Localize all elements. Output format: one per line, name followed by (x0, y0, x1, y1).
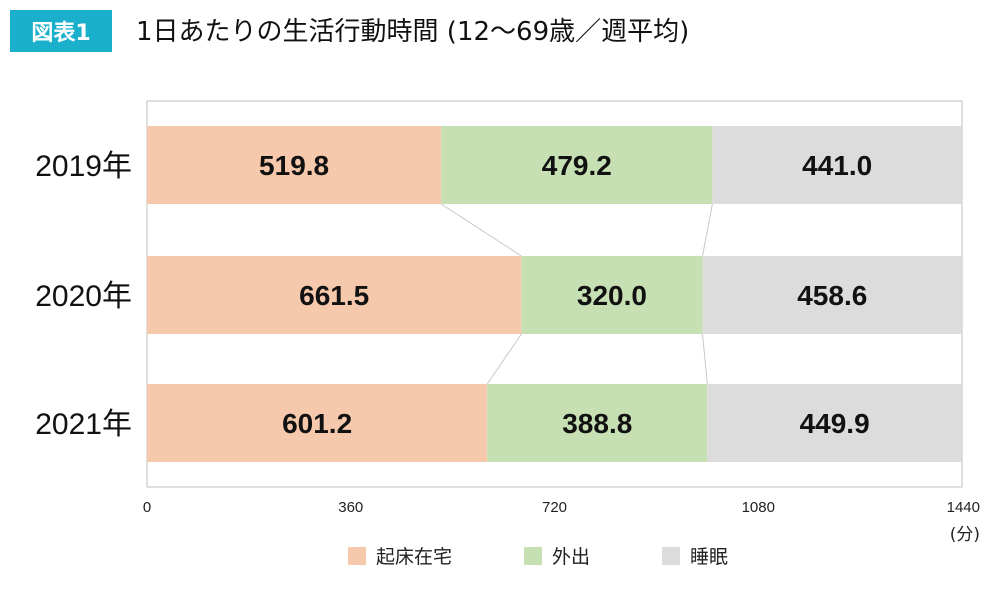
bar-segment-out (487, 384, 708, 462)
connector-line (440, 203, 522, 257)
data-label: 661.5 (299, 280, 369, 311)
bar-segment-home (147, 256, 522, 334)
data-label: 441.0 (802, 150, 872, 181)
category-label: 2019年 (35, 150, 132, 183)
bar-segment-home (147, 384, 488, 462)
legend-swatch-sleep (662, 546, 681, 565)
legend-item-home: 起床在宅 (348, 542, 452, 569)
x-tick-label: 360 (338, 499, 363, 516)
data-label: 519.8 (259, 150, 329, 181)
data-label: 458.6 (797, 280, 867, 311)
x-tick-label: 720 (542, 499, 567, 516)
connector-line (702, 203, 713, 257)
legend-item-sleep: 睡眠 (662, 542, 728, 569)
legend-label-out: 外出 (552, 546, 591, 568)
legend-swatch-out (524, 546, 543, 565)
connector-line (486, 333, 522, 385)
x-unit-label: (分) (950, 525, 980, 545)
x-tick-label: 1440 (947, 499, 980, 516)
data-label: 479.2 (542, 150, 612, 181)
x-tick-label: 0 (143, 499, 151, 516)
figure-badge: 図表1 (10, 10, 112, 52)
legend-swatch-home (348, 546, 366, 565)
bar-segment-out (441, 126, 713, 204)
data-label: 388.8 (562, 408, 632, 439)
legend: 起床在宅 外出 睡眠 (348, 542, 728, 569)
bar-segment-sleep (707, 384, 962, 462)
category-label: 2020年 (35, 280, 132, 313)
legend-label-home: 起床在宅 (376, 546, 453, 568)
data-label: 449.9 (800, 408, 870, 439)
bar-segment-sleep (712, 126, 962, 204)
bar-segment-home (147, 126, 442, 204)
x-tick-label: 1080 (742, 499, 775, 516)
data-label: 320.0 (577, 280, 647, 311)
data-label: 601.2 (282, 408, 352, 439)
bar-segment-out (521, 256, 703, 334)
legend-label-sleep: 睡眠 (690, 546, 729, 568)
category-label: 2021年 (35, 408, 132, 441)
bar-segment-sleep (702, 256, 963, 334)
chart-title: 1日あたりの生活行動時間 (12～69歳／週平均) (136, 17, 690, 47)
legend-item-out: 外出 (524, 542, 590, 569)
connector-line (702, 333, 708, 385)
